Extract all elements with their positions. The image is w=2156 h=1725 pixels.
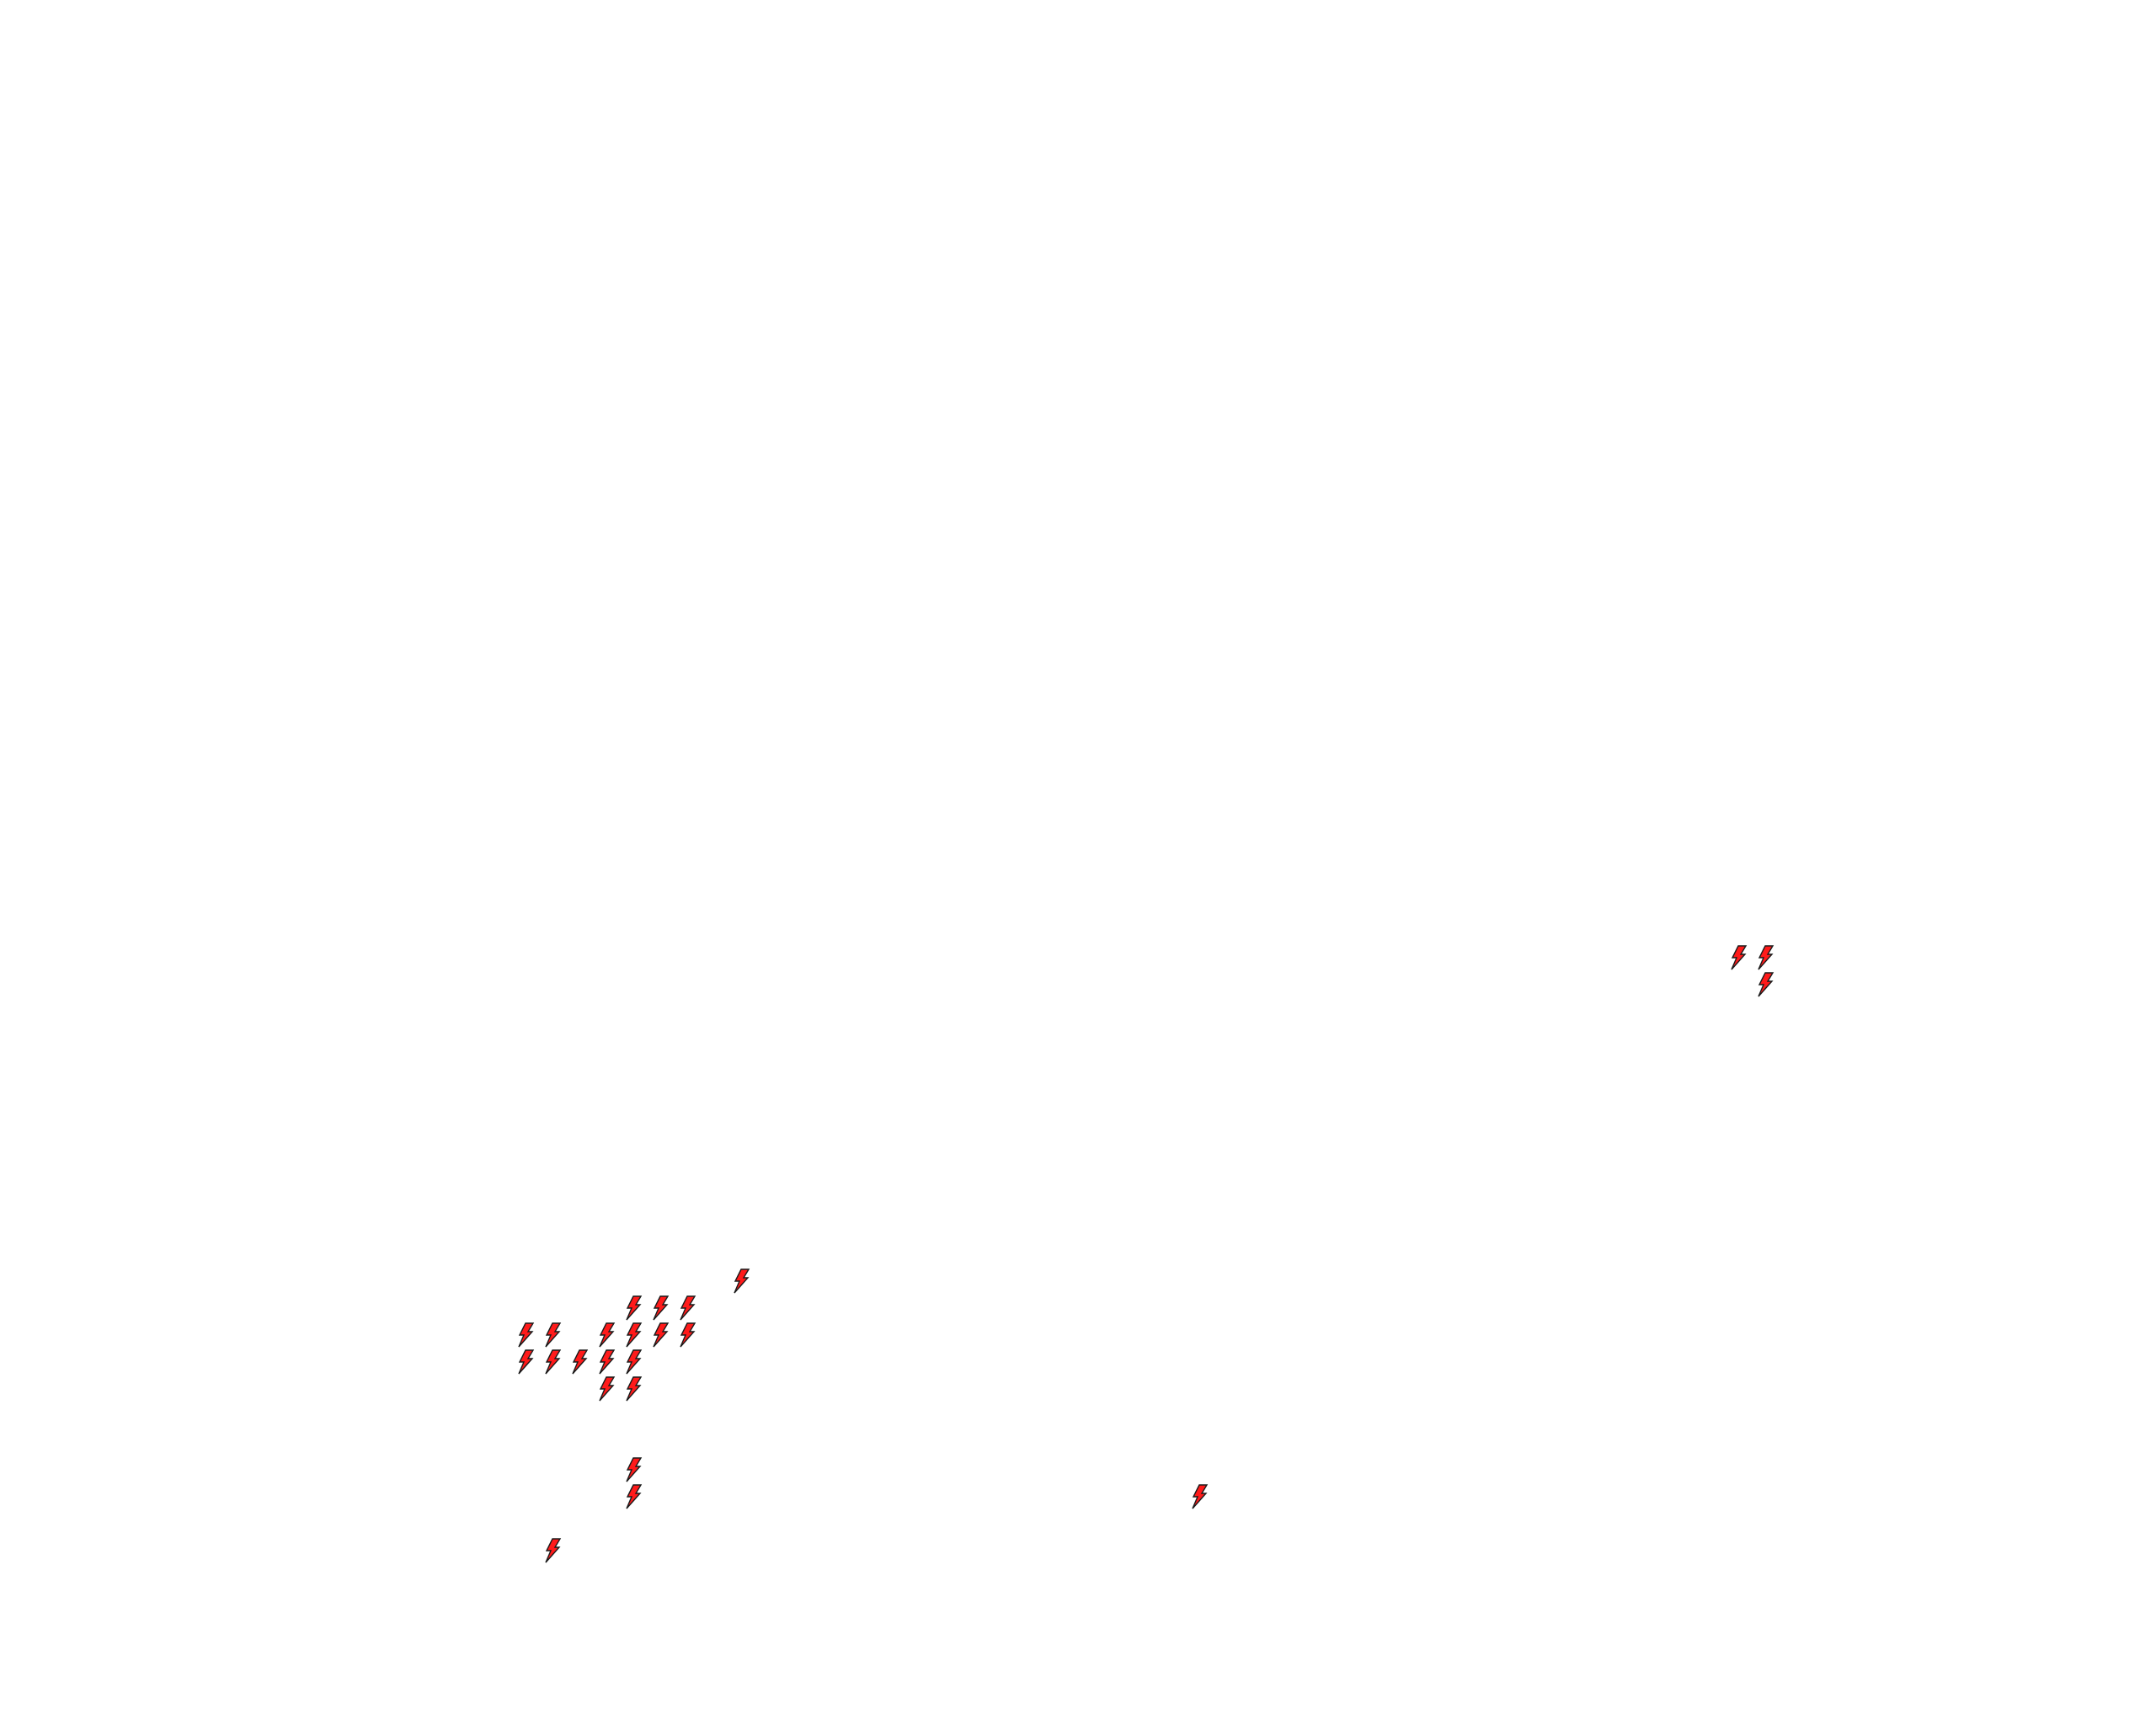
map-marker[interactable] (599, 1322, 616, 1348)
lightning-bolt-icon (599, 1322, 616, 1348)
map-marker[interactable] (626, 1349, 643, 1375)
lightning-bolt-icon (545, 1322, 562, 1348)
map-marker[interactable] (1731, 945, 1748, 970)
map-marker[interactable] (572, 1349, 589, 1375)
map-marker[interactable] (626, 1295, 643, 1321)
lightning-bolt-icon (680, 1322, 696, 1348)
lightning-bolt-icon (1758, 945, 1774, 970)
map-marker[interactable] (518, 1322, 535, 1348)
lightning-bolt-icon (1192, 1484, 1209, 1509)
lightning-bolt-icon (1731, 945, 1748, 970)
map-marker[interactable] (626, 1484, 643, 1509)
lightning-bolt-icon (653, 1322, 670, 1348)
lightning-bolt-icon (653, 1295, 670, 1321)
map-marker[interactable] (734, 1268, 750, 1294)
map-marker[interactable] (680, 1295, 696, 1321)
lightning-bolt-icon (680, 1295, 696, 1321)
lightning-bolt-icon (599, 1376, 616, 1402)
lightning-bolt-icon (572, 1349, 589, 1375)
lightning-bolt-icon (518, 1349, 535, 1375)
lightning-bolt-icon (734, 1268, 750, 1294)
lightning-bolt-icon (518, 1322, 535, 1348)
lightning-bolt-icon (545, 1349, 562, 1375)
lightning-bolt-icon (1758, 972, 1774, 997)
map-marker[interactable] (626, 1322, 643, 1348)
lightning-bolt-icon (626, 1295, 643, 1321)
lightning-bolt-icon (626, 1322, 643, 1348)
map-marker[interactable] (518, 1349, 535, 1375)
map-marker[interactable] (599, 1349, 616, 1375)
map-marker[interactable] (599, 1376, 616, 1402)
map-marker[interactable] (680, 1322, 696, 1348)
lightning-bolt-icon (626, 1484, 643, 1509)
map-marker[interactable] (626, 1457, 643, 1482)
lightning-bolt-icon (545, 1538, 562, 1563)
lightning-bolt-icon (599, 1349, 616, 1375)
map-marker[interactable] (1192, 1484, 1209, 1509)
map-marker[interactable] (626, 1376, 643, 1402)
map-marker[interactable] (1758, 945, 1774, 970)
map-marker[interactable] (653, 1295, 670, 1321)
map-marker[interactable] (653, 1322, 670, 1348)
lightning-bolt-icon (626, 1457, 643, 1482)
map-marker[interactable] (545, 1538, 562, 1563)
lightning-bolt-icon (626, 1349, 643, 1375)
lightning-bolt-icon (626, 1376, 643, 1402)
map-marker[interactable] (1758, 972, 1774, 997)
map-marker[interactable] (545, 1322, 562, 1348)
map-marker[interactable] (545, 1349, 562, 1375)
